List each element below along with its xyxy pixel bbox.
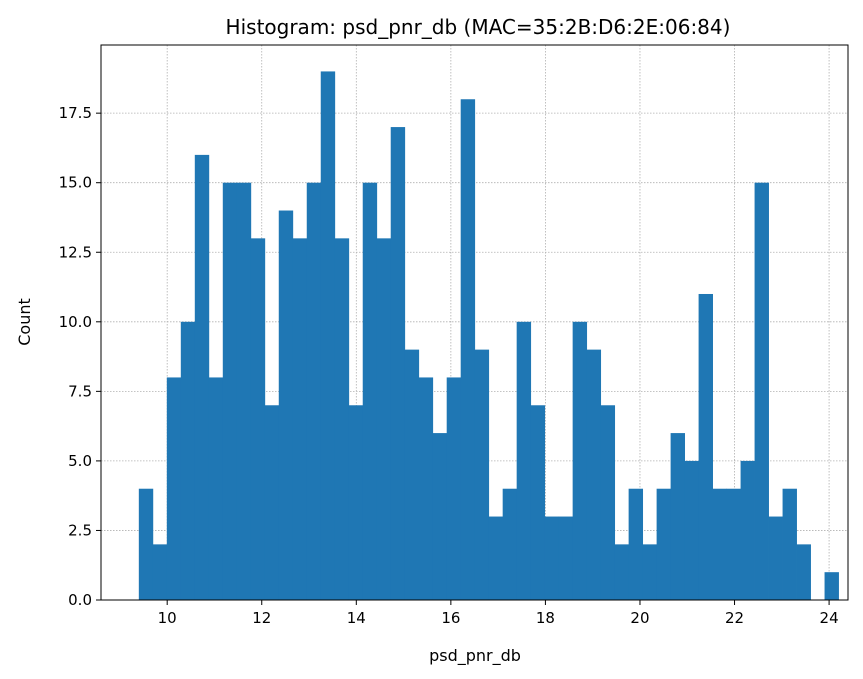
histogram-bar	[670, 433, 686, 600]
histogram-bar	[446, 377, 462, 600]
histogram-bar	[180, 321, 196, 600]
y-tick-label: 10.0	[59, 313, 92, 331]
histogram-bar	[684, 460, 699, 600]
histogram-bar	[222, 182, 238, 600]
x-tick-label: 16	[441, 609, 460, 627]
histogram-bar	[754, 182, 769, 600]
histogram-bar	[530, 405, 546, 600]
plot-frame	[100, 44, 849, 601]
histogram-bar	[642, 544, 658, 600]
histogram-bar	[194, 154, 210, 601]
histogram-bar	[334, 238, 350, 600]
histogram-bar	[600, 405, 616, 600]
x-axis-ticks: 10 12 14 16 18 20 22 24	[158, 600, 839, 627]
histogram-bar	[698, 293, 713, 600]
histogram-bar	[656, 488, 672, 600]
histogram-bar	[782, 488, 797, 600]
y-tick-label: 12.5	[59, 243, 92, 261]
histogram-bar	[404, 349, 420, 600]
histogram-bar	[236, 182, 252, 600]
histogram-bar	[292, 238, 308, 600]
histogram-bars	[138, 71, 839, 601]
y-axis-label: Count	[15, 298, 34, 346]
histogram-bar	[502, 488, 518, 600]
x-tick-label: 24	[820, 609, 839, 627]
histogram-bar	[586, 349, 602, 600]
y-tick-label: 2.5	[68, 521, 92, 539]
x-tick-label: 22	[725, 609, 744, 627]
x-tick-label: 18	[536, 609, 555, 627]
x-tick-label: 14	[347, 609, 366, 627]
histogram-bar	[712, 488, 727, 600]
histogram-bar	[432, 433, 448, 600]
histogram-bar	[208, 377, 224, 600]
y-tick-label: 7.5	[68, 382, 92, 400]
chart-title: Histogram: psd_pnr_db (MAC=35:2B:D6:2E:0…	[226, 15, 731, 39]
histogram-bar	[138, 488, 154, 600]
histogram-bar	[614, 544, 630, 600]
y-tick-label: 5.0	[68, 452, 92, 470]
histogram-bar	[516, 321, 532, 600]
histogram-bar	[488, 516, 504, 600]
histogram-bar	[572, 321, 588, 600]
histogram-bar	[362, 182, 378, 600]
histogram-bar	[278, 210, 294, 601]
histogram-bar	[306, 182, 322, 600]
histogram-bar	[740, 460, 755, 600]
histogram-bar	[544, 516, 560, 600]
histogram-bar	[152, 544, 168, 600]
histogram-bar	[726, 488, 741, 600]
histogram-bar	[166, 377, 182, 600]
x-axis-label: psd_pnr_db	[429, 646, 521, 666]
x-tick-label: 10	[158, 609, 177, 627]
y-tick-label: 0.0	[68, 591, 92, 609]
histogram-bar	[474, 349, 490, 600]
x-tick-label: 12	[252, 609, 271, 627]
histogram-bar	[348, 405, 364, 600]
histogram-bar	[418, 377, 434, 600]
histogram-bar	[390, 127, 406, 600]
histogram-bar	[796, 544, 811, 600]
histogram-bar	[320, 71, 336, 600]
histogram-bar	[376, 238, 392, 600]
y-axis-ticks: 0.0 2.5 5.0 7.5 10.0 12.5 15.0 17.5	[59, 104, 101, 609]
histogram-bar	[460, 99, 476, 601]
histogram-bar	[558, 516, 574, 600]
histogram-bar	[250, 238, 266, 600]
histogram-bar	[628, 488, 644, 600]
y-tick-label: 17.5	[59, 104, 92, 122]
histogram-bar	[824, 572, 839, 600]
x-tick-label: 20	[630, 609, 649, 627]
histogram-bar	[768, 516, 783, 600]
y-tick-label: 15.0	[59, 174, 92, 192]
histogram-bar	[264, 405, 280, 600]
